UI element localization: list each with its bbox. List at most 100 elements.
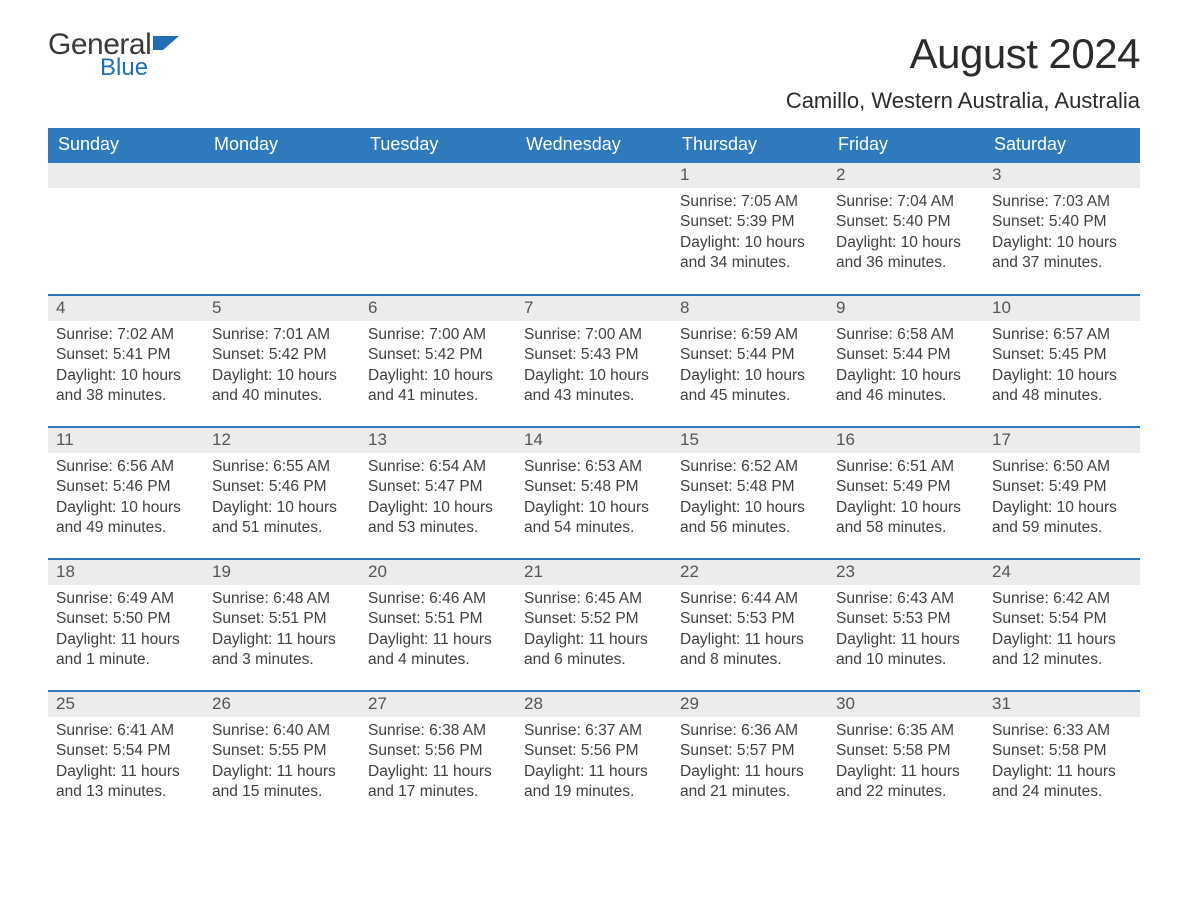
- day-details: [360, 188, 516, 268]
- day-number: 17: [984, 428, 1140, 453]
- daylight-text: Daylight: 11 hours and 6 minutes.: [524, 630, 664, 671]
- day-details: Sunrise: 7:00 AMSunset: 5:43 PMDaylight:…: [516, 321, 672, 411]
- day-details: Sunrise: 6:56 AMSunset: 5:46 PMDaylight:…: [48, 453, 204, 543]
- calendar-day-cell: 14Sunrise: 6:53 AMSunset: 5:48 PMDayligh…: [516, 427, 672, 559]
- day-number: 12: [204, 428, 360, 453]
- sunrise-text: Sunrise: 6:55 AM: [212, 457, 352, 477]
- calendar-week-row: 25Sunrise: 6:41 AMSunset: 5:54 PMDayligh…: [48, 691, 1140, 823]
- day-number: [204, 163, 360, 188]
- daylight-text: Daylight: 10 hours and 48 minutes.: [992, 366, 1132, 407]
- day-details: Sunrise: 6:50 AMSunset: 5:49 PMDaylight:…: [984, 453, 1140, 543]
- sunset-text: Sunset: 5:49 PM: [992, 477, 1132, 497]
- day-number: 15: [672, 428, 828, 453]
- daylight-text: Daylight: 10 hours and 40 minutes.: [212, 366, 352, 407]
- sunset-text: Sunset: 5:56 PM: [368, 741, 508, 761]
- daylight-text: Daylight: 11 hours and 13 minutes.: [56, 762, 196, 803]
- day-number: 25: [48, 692, 204, 717]
- sunrise-text: Sunrise: 6:35 AM: [836, 721, 976, 741]
- day-details: Sunrise: 7:04 AMSunset: 5:40 PMDaylight:…: [828, 188, 984, 278]
- day-number: 4: [48, 296, 204, 321]
- page-header: General Blue August 2024 Camillo, Wester…: [48, 30, 1140, 114]
- sunset-text: Sunset: 5:52 PM: [524, 609, 664, 629]
- sunrise-text: Sunrise: 7:01 AM: [212, 325, 352, 345]
- day-details: Sunrise: 6:44 AMSunset: 5:53 PMDaylight:…: [672, 585, 828, 675]
- day-details: [48, 188, 204, 268]
- calendar-day-cell: 25Sunrise: 6:41 AMSunset: 5:54 PMDayligh…: [48, 691, 204, 823]
- calendar-day-cell: 29Sunrise: 6:36 AMSunset: 5:57 PMDayligh…: [672, 691, 828, 823]
- day-number: 27: [360, 692, 516, 717]
- day-details: [204, 188, 360, 268]
- sunrise-text: Sunrise: 6:36 AM: [680, 721, 820, 741]
- daylight-text: Daylight: 11 hours and 3 minutes.: [212, 630, 352, 671]
- sunrise-text: Sunrise: 6:49 AM: [56, 589, 196, 609]
- sunset-text: Sunset: 5:54 PM: [56, 741, 196, 761]
- day-details: Sunrise: 6:33 AMSunset: 5:58 PMDaylight:…: [984, 717, 1140, 807]
- day-details: Sunrise: 7:03 AMSunset: 5:40 PMDaylight:…: [984, 188, 1140, 278]
- calendar-day-cell: 30Sunrise: 6:35 AMSunset: 5:58 PMDayligh…: [828, 691, 984, 823]
- sunrise-text: Sunrise: 7:04 AM: [836, 192, 976, 212]
- day-details: Sunrise: 7:02 AMSunset: 5:41 PMDaylight:…: [48, 321, 204, 411]
- sunrise-text: Sunrise: 6:52 AM: [680, 457, 820, 477]
- day-number: 14: [516, 428, 672, 453]
- sunrise-text: Sunrise: 6:48 AM: [212, 589, 352, 609]
- weekday-header: Sunday: [48, 128, 204, 163]
- day-number: 3: [984, 163, 1140, 188]
- daylight-text: Daylight: 11 hours and 4 minutes.: [368, 630, 508, 671]
- calendar-day-cell: 8Sunrise: 6:59 AMSunset: 5:44 PMDaylight…: [672, 295, 828, 427]
- day-details: Sunrise: 6:43 AMSunset: 5:53 PMDaylight:…: [828, 585, 984, 675]
- day-details: [516, 188, 672, 268]
- day-number: 31: [984, 692, 1140, 717]
- day-number: 23: [828, 560, 984, 585]
- sunset-text: Sunset: 5:46 PM: [212, 477, 352, 497]
- day-details: Sunrise: 6:54 AMSunset: 5:47 PMDaylight:…: [360, 453, 516, 543]
- sunrise-text: Sunrise: 7:05 AM: [680, 192, 820, 212]
- day-number: 5: [204, 296, 360, 321]
- calendar-day-cell: 2Sunrise: 7:04 AMSunset: 5:40 PMDaylight…: [828, 163, 984, 295]
- daylight-text: Daylight: 10 hours and 46 minutes.: [836, 366, 976, 407]
- day-number: 26: [204, 692, 360, 717]
- sunset-text: Sunset: 5:47 PM: [368, 477, 508, 497]
- daylight-text: Daylight: 10 hours and 53 minutes.: [368, 498, 508, 539]
- calendar-day-cell: 20Sunrise: 6:46 AMSunset: 5:51 PMDayligh…: [360, 559, 516, 691]
- sunset-text: Sunset: 5:58 PM: [992, 741, 1132, 761]
- daylight-text: Daylight: 10 hours and 51 minutes.: [212, 498, 352, 539]
- sunset-text: Sunset: 5:51 PM: [212, 609, 352, 629]
- sunrise-text: Sunrise: 6:37 AM: [524, 721, 664, 741]
- calendar-day-cell: 5Sunrise: 7:01 AMSunset: 5:42 PMDaylight…: [204, 295, 360, 427]
- calendar-day-cell: 23Sunrise: 6:43 AMSunset: 5:53 PMDayligh…: [828, 559, 984, 691]
- logo: General Blue: [48, 30, 187, 80]
- day-number: 13: [360, 428, 516, 453]
- calendar-day-cell: 6Sunrise: 7:00 AMSunset: 5:42 PMDaylight…: [360, 295, 516, 427]
- sunset-text: Sunset: 5:49 PM: [836, 477, 976, 497]
- sunset-text: Sunset: 5:46 PM: [56, 477, 196, 497]
- calendar-day-cell: 17Sunrise: 6:50 AMSunset: 5:49 PMDayligh…: [984, 427, 1140, 559]
- day-details: Sunrise: 6:49 AMSunset: 5:50 PMDaylight:…: [48, 585, 204, 675]
- sunset-text: Sunset: 5:48 PM: [680, 477, 820, 497]
- calendar-day-cell: 22Sunrise: 6:44 AMSunset: 5:53 PMDayligh…: [672, 559, 828, 691]
- calendar-day-cell: 15Sunrise: 6:52 AMSunset: 5:48 PMDayligh…: [672, 427, 828, 559]
- weekday-header: Saturday: [984, 128, 1140, 163]
- sunrise-text: Sunrise: 6:43 AM: [836, 589, 976, 609]
- weekday-header: Friday: [828, 128, 984, 163]
- sunrise-text: Sunrise: 6:51 AM: [836, 457, 976, 477]
- calendar-day-cell: 28Sunrise: 6:37 AMSunset: 5:56 PMDayligh…: [516, 691, 672, 823]
- sunrise-text: Sunrise: 6:46 AM: [368, 589, 508, 609]
- sunrise-text: Sunrise: 6:38 AM: [368, 721, 508, 741]
- sunset-text: Sunset: 5:55 PM: [212, 741, 352, 761]
- weekday-header: Thursday: [672, 128, 828, 163]
- sunrise-text: Sunrise: 6:42 AM: [992, 589, 1132, 609]
- day-number: 1: [672, 163, 828, 188]
- sunset-text: Sunset: 5:57 PM: [680, 741, 820, 761]
- day-details: Sunrise: 6:40 AMSunset: 5:55 PMDaylight:…: [204, 717, 360, 807]
- daylight-text: Daylight: 10 hours and 45 minutes.: [680, 366, 820, 407]
- daylight-text: Daylight: 11 hours and 17 minutes.: [368, 762, 508, 803]
- calendar-day-cell: 1Sunrise: 7:05 AMSunset: 5:39 PMDaylight…: [672, 163, 828, 295]
- calendar-day-cell: 7Sunrise: 7:00 AMSunset: 5:43 PMDaylight…: [516, 295, 672, 427]
- calendar-week-row: 11Sunrise: 6:56 AMSunset: 5:46 PMDayligh…: [48, 427, 1140, 559]
- logo-text-blue: Blue: [100, 56, 151, 80]
- day-details: Sunrise: 6:59 AMSunset: 5:44 PMDaylight:…: [672, 321, 828, 411]
- day-number: 11: [48, 428, 204, 453]
- daylight-text: Daylight: 11 hours and 22 minutes.: [836, 762, 976, 803]
- day-details: Sunrise: 6:42 AMSunset: 5:54 PMDaylight:…: [984, 585, 1140, 675]
- day-details: Sunrise: 7:01 AMSunset: 5:42 PMDaylight:…: [204, 321, 360, 411]
